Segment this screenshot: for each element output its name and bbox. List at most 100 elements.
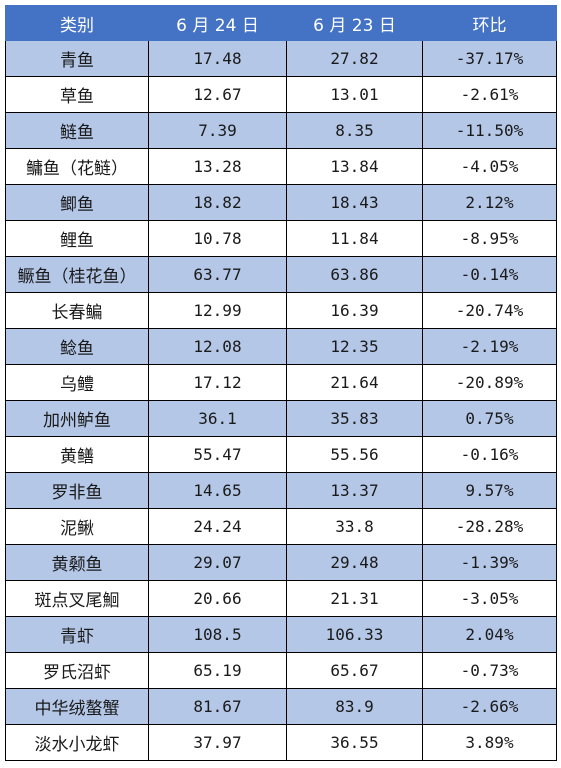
jun24-price-cell: 13.28	[148, 148, 287, 185]
category-cell: 鲫鱼	[5, 184, 149, 221]
table-row: 鳜鱼（桂花鱼） 63.77 63.86 -0.14%	[5, 256, 557, 293]
category-cell: 罗非鱼	[5, 472, 149, 509]
price-table: 类别 6 月 24 日 6 月 23 日 环比 青鱼 17.48 27.82 -37.…	[5, 5, 557, 761]
jun24-price-cell: 17.48	[148, 40, 287, 77]
category-cell: 加州鲈鱼	[5, 400, 149, 437]
table-row: 泥鳅 24.24 33.8 -28.28%	[5, 508, 557, 545]
category-cell: 黄颡鱼	[5, 544, 149, 581]
jun24-price-cell: 55.47	[148, 436, 287, 473]
jun23-price-cell: 36.55	[286, 724, 423, 761]
jun24-price-cell: 36.1	[148, 400, 287, 437]
table-row: 淡水小龙虾 37.97 36.55 3.89%	[5, 724, 557, 761]
jun23-price-cell: 21.64	[286, 364, 423, 401]
header-jun23: 6 月 23 日	[286, 5, 423, 41]
jun24-price-cell: 18.82	[148, 184, 287, 221]
change-cell: -8.95%	[422, 220, 557, 257]
header-category: 类别	[5, 5, 149, 41]
jun24-price-cell: 37.97	[148, 724, 287, 761]
table-row: 鲢鱼 7.39 8.35 -11.50%	[5, 112, 557, 149]
jun24-price-cell: 24.24	[148, 508, 287, 545]
category-cell: 草鱼	[5, 76, 149, 113]
jun23-price-cell: 29.48	[286, 544, 423, 581]
jun24-price-cell: 12.08	[148, 328, 287, 365]
jun24-price-cell: 10.78	[148, 220, 287, 257]
category-cell: 泥鳅	[5, 508, 149, 545]
table-row: 鲶鱼 12.08 12.35 -2.19%	[5, 328, 557, 365]
jun23-price-cell: 12.35	[286, 328, 423, 365]
jun24-price-cell: 17.12	[148, 364, 287, 401]
table-row: 乌鳢 17.12 21.64 -20.89%	[5, 364, 557, 401]
jun23-price-cell: 13.01	[286, 76, 423, 113]
table-row: 鲤鱼 10.78 11.84 -8.95%	[5, 220, 557, 257]
jun23-price-cell: 83.9	[286, 688, 423, 725]
change-cell: -20.89%	[422, 364, 557, 401]
jun24-price-cell: 29.07	[148, 544, 287, 581]
table-row: 斑点叉尾鮰 20.66 21.31 -3.05%	[5, 580, 557, 617]
table-row: 青虾 108.5 106.33 2.04%	[5, 616, 557, 653]
change-cell: -0.14%	[422, 256, 557, 293]
jun24-price-cell: 81.67	[148, 688, 287, 725]
change-cell: -20.74%	[422, 292, 557, 329]
jun23-price-cell: 13.84	[286, 148, 423, 185]
change-cell: -37.17%	[422, 40, 557, 77]
table-row: 罗氏沼虾 65.19 65.67 -0.73%	[5, 652, 557, 689]
category-cell: 长春鳊	[5, 292, 149, 329]
jun23-price-cell: 55.56	[286, 436, 423, 473]
category-cell: 鲢鱼	[5, 112, 149, 149]
table-row: 鲫鱼 18.82 18.43 2.12%	[5, 184, 557, 221]
change-cell: -28.28%	[422, 508, 557, 545]
jun23-price-cell: 35.83	[286, 400, 423, 437]
table-row: 鳙鱼（花鲢） 13.28 13.84 -4.05%	[5, 148, 557, 185]
header-row: 类别 6 月 24 日 6 月 23 日 环比	[5, 5, 557, 41]
change-cell: -2.66%	[422, 688, 557, 725]
table-body: 青鱼 17.48 27.82 -37.17% 草鱼 12.67 13.01 -2.61% 鲢鱼 7…	[5, 40, 557, 761]
category-cell: 鲶鱼	[5, 328, 149, 365]
category-cell: 鳙鱼（花鲢）	[5, 148, 149, 185]
jun23-price-cell: 11.84	[286, 220, 423, 257]
change-cell: -4.05%	[422, 148, 557, 185]
jun24-price-cell: 12.67	[148, 76, 287, 113]
table-row: 青鱼 17.48 27.82 -37.17%	[5, 40, 557, 77]
header-jun24: 6 月 24 日	[148, 5, 287, 41]
change-cell: -0.73%	[422, 652, 557, 689]
jun23-price-cell: 33.8	[286, 508, 423, 545]
jun24-price-cell: 65.19	[148, 652, 287, 689]
jun23-price-cell: 65.67	[286, 652, 423, 689]
change-cell: 2.04%	[422, 616, 557, 653]
jun23-price-cell: 63.86	[286, 256, 423, 293]
category-cell: 斑点叉尾鮰	[5, 580, 149, 617]
jun24-price-cell: 20.66	[148, 580, 287, 617]
change-cell: -2.61%	[422, 76, 557, 113]
table-row: 黄鳝 55.47 55.56 -0.16%	[5, 436, 557, 473]
table-row: 草鱼 12.67 13.01 -2.61%	[5, 76, 557, 113]
jun23-price-cell: 106.33	[286, 616, 423, 653]
category-cell: 鳜鱼（桂花鱼）	[5, 256, 149, 293]
change-cell: -0.16%	[422, 436, 557, 473]
jun24-price-cell: 7.39	[148, 112, 287, 149]
category-cell: 淡水小龙虾	[5, 724, 149, 761]
jun24-price-cell: 108.5	[148, 616, 287, 653]
jun23-price-cell: 27.82	[286, 40, 423, 77]
jun23-price-cell: 18.43	[286, 184, 423, 221]
category-cell: 乌鳢	[5, 364, 149, 401]
table-row: 中华绒螯蟹 81.67 83.9 -2.66%	[5, 688, 557, 725]
category-cell: 黄鳝	[5, 436, 149, 473]
table-row: 加州鲈鱼 36.1 35.83 0.75%	[5, 400, 557, 437]
change-cell: 9.57%	[422, 472, 557, 509]
jun23-price-cell: 13.37	[286, 472, 423, 509]
jun24-price-cell: 63.77	[148, 256, 287, 293]
jun23-price-cell: 21.31	[286, 580, 423, 617]
change-cell: -2.19%	[422, 328, 557, 365]
table-row: 罗非鱼 14.65 13.37 9.57%	[5, 472, 557, 509]
change-cell: -3.05%	[422, 580, 557, 617]
table-row: 长春鳊 12.99 16.39 -20.74%	[5, 292, 557, 329]
category-cell: 鲤鱼	[5, 220, 149, 257]
table-row: 黄颡鱼 29.07 29.48 -1.39%	[5, 544, 557, 581]
change-cell: 0.75%	[422, 400, 557, 437]
jun23-price-cell: 8.35	[286, 112, 423, 149]
category-cell: 青鱼	[5, 40, 149, 77]
jun23-price-cell: 16.39	[286, 292, 423, 329]
category-cell: 中华绒螯蟹	[5, 688, 149, 725]
jun24-price-cell: 12.99	[148, 292, 287, 329]
change-cell: -1.39%	[422, 544, 557, 581]
